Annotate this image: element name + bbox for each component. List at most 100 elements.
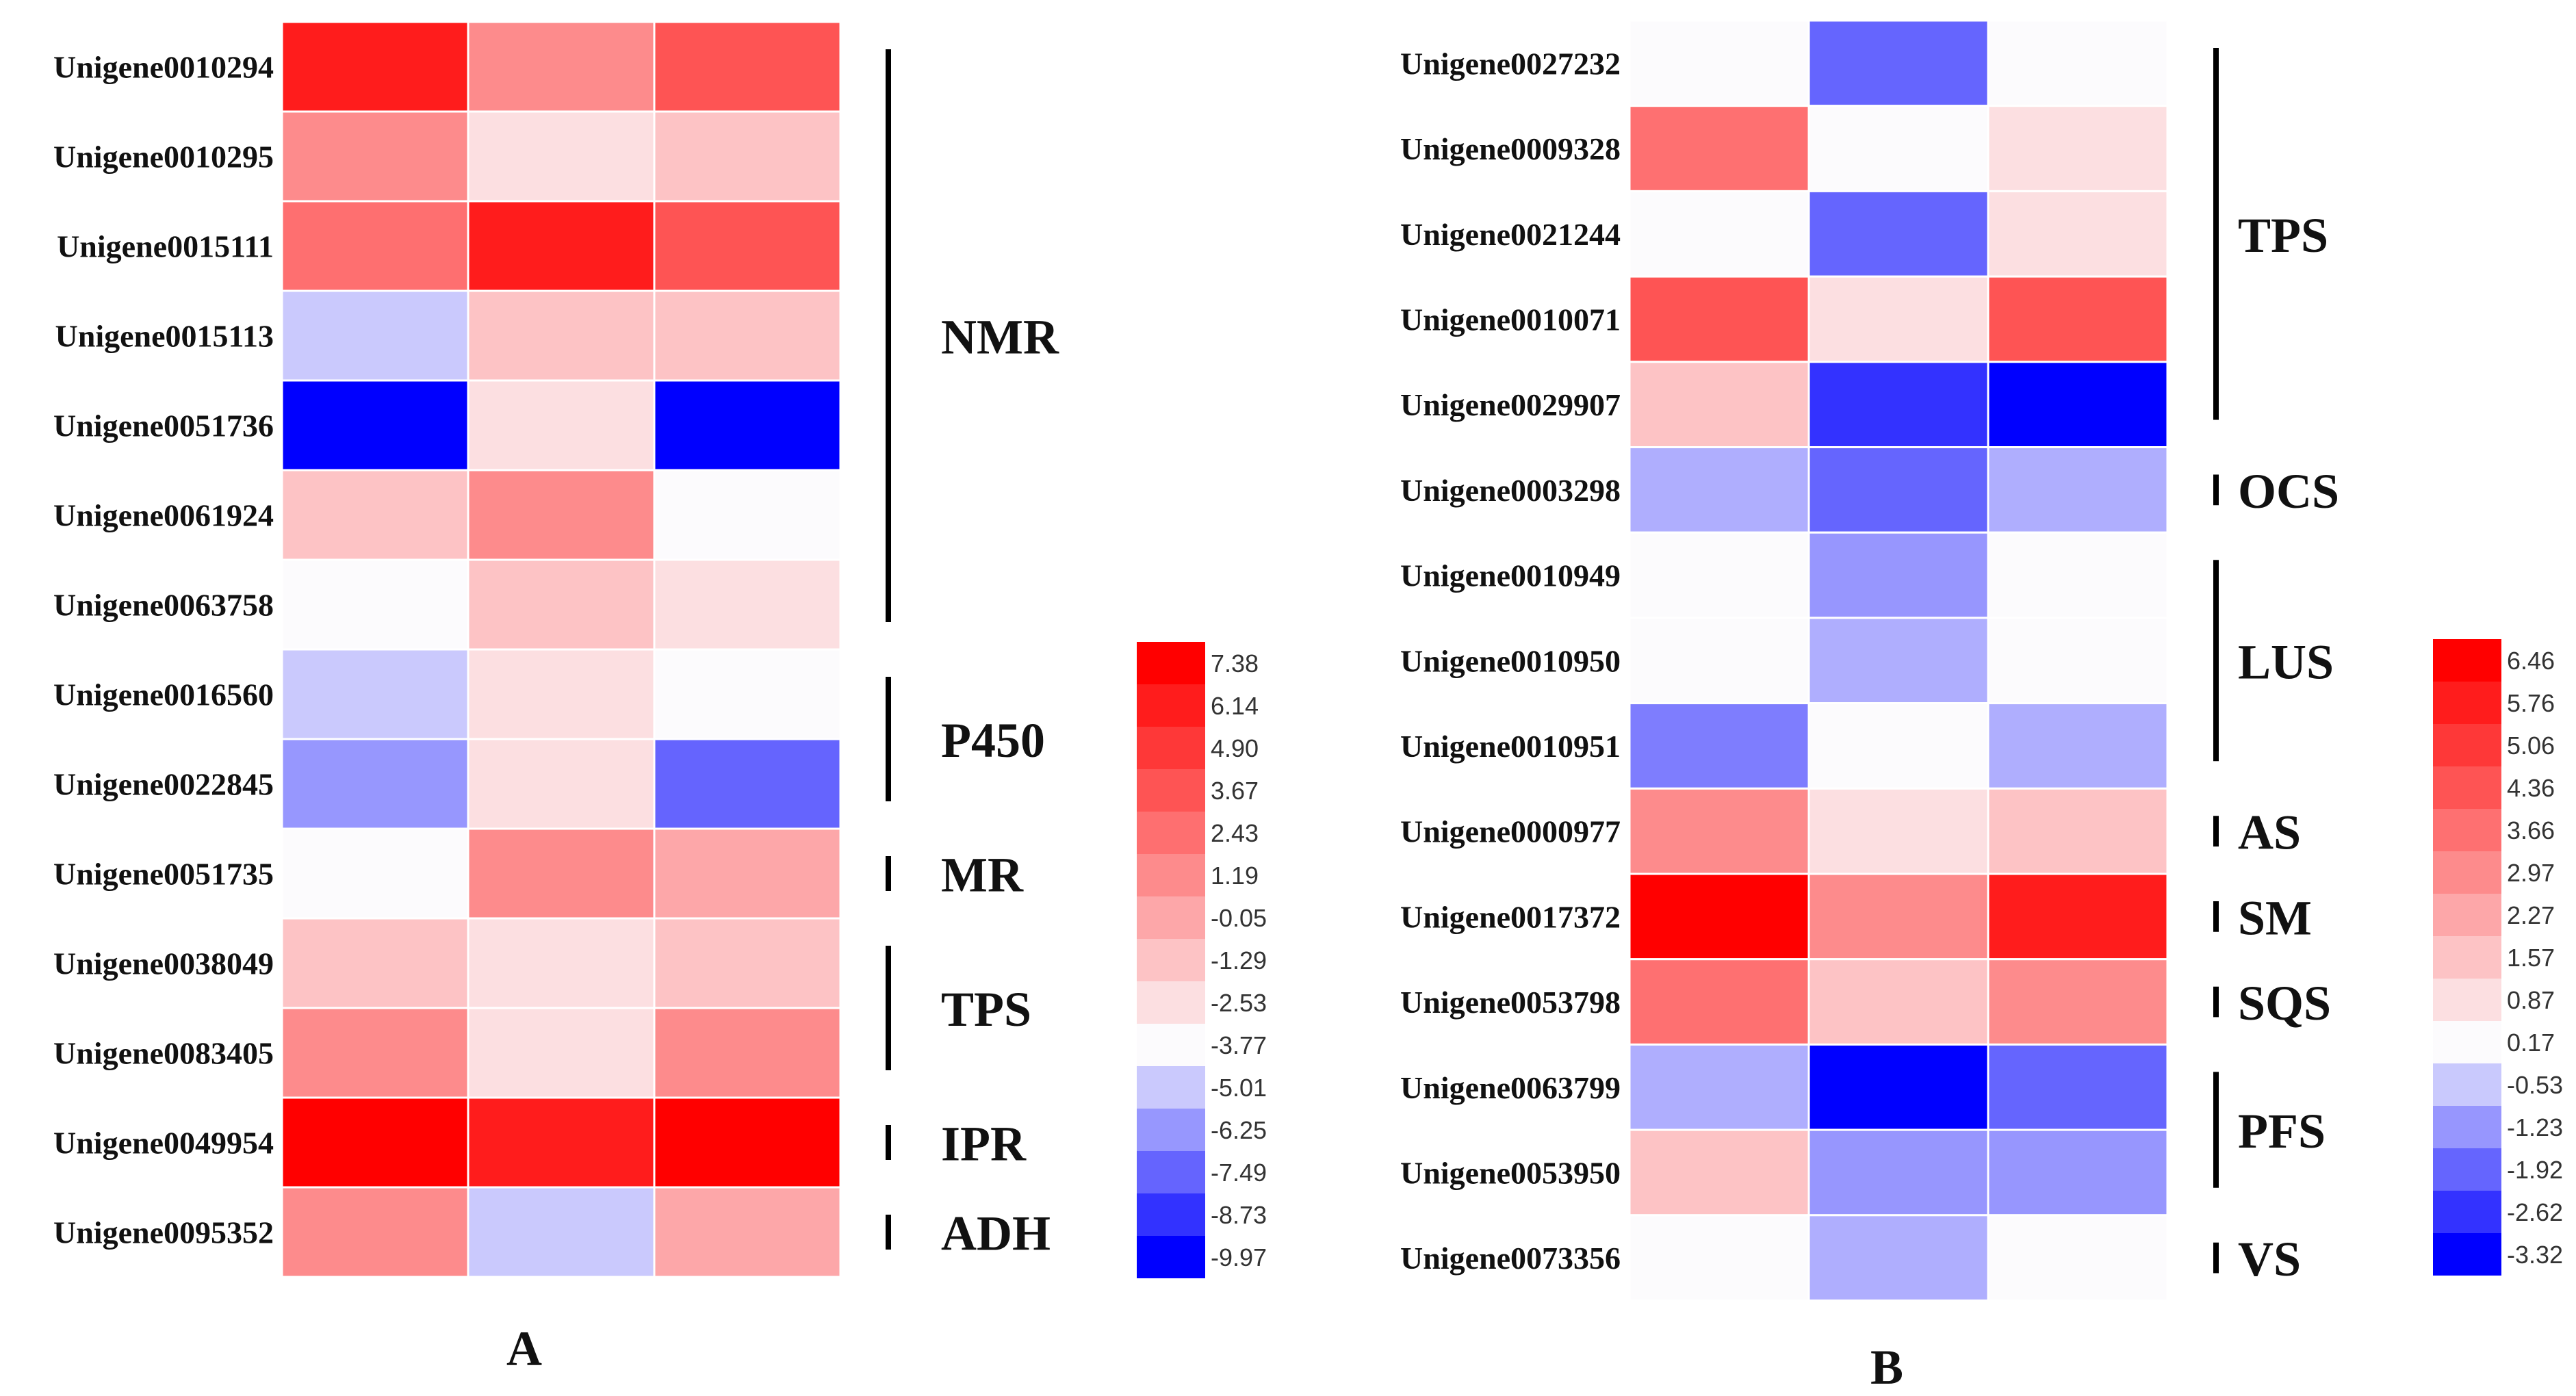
heatmap-cell-b-13-2 <box>1987 1128 2169 1217</box>
heatmap-cell-b-4-1 <box>1807 361 1989 448</box>
heatmap-cell-b-12-1 <box>1807 1043 1989 1131</box>
heatmap-cell-b-8-0 <box>1628 702 1810 790</box>
heatmap-cell-a-8-0 <box>281 738 469 830</box>
colorbar-swatch-a-10 <box>1137 1066 1205 1109</box>
heatmap-cell-a-9-0 <box>281 827 469 920</box>
group-label-b-3: AS <box>2238 805 2301 860</box>
heatmap-cell-b-7-1 <box>1807 617 1989 705</box>
colorbar-tick-a-13: -8.73 <box>1211 1201 1267 1229</box>
colorbar-tick-b-12: -1.92 <box>2507 1156 2563 1184</box>
heatmap-cell-b-10-0 <box>1628 872 1810 961</box>
colorbar-swatch-b-5 <box>2433 851 2501 894</box>
heatmap-cell-a-6-0 <box>281 558 469 651</box>
heatmap-cell-a-3-0 <box>281 289 469 382</box>
colorbar-tick-b-4: 3.66 <box>2507 816 2555 844</box>
heatmap-cell-b-5-0 <box>1628 446 1810 534</box>
heatmap-cell-a-9-2 <box>653 827 842 920</box>
heatmap-cell-b-8-1 <box>1807 702 1989 790</box>
heatmap-cell-b-3-1 <box>1807 275 1989 363</box>
colorbar-tick-a-9: -3.77 <box>1211 1031 1267 1059</box>
panel-label-a: A <box>506 1321 542 1376</box>
gene-label-a: Unigene0061924 <box>53 498 274 533</box>
heatmap-cell-a-11-2 <box>653 1007 842 1099</box>
colorbar-swatch-a-1 <box>1137 684 1205 727</box>
colorbar-swatch-a-9 <box>1137 1024 1205 1066</box>
heatmap-cell-a-3-1 <box>467 289 656 382</box>
heatmap-cell-b-6-1 <box>1807 531 1989 619</box>
gene-label-b: Unigene0010951 <box>1400 729 1621 764</box>
heatmap-cell-a-10-2 <box>653 917 842 1009</box>
heatmap-cell-b-9-1 <box>1807 787 1989 875</box>
gene-label-a: Unigene0015113 <box>55 319 274 354</box>
heatmap-cell-a-3-2 <box>653 289 842 382</box>
colorbar-swatch-b-6 <box>2433 894 2501 936</box>
heatmap-cell-b-14-1 <box>1807 1214 1989 1302</box>
colorbar-tick-a-1: 6.14 <box>1211 692 1259 720</box>
colorbar-swatch-a-3 <box>1137 769 1205 812</box>
panel-label-b: B <box>1870 1340 1903 1395</box>
group-label-a-4: IPR <box>941 1117 1027 1172</box>
heatmap-cell-a-4-2 <box>653 379 842 471</box>
colorbar-swatch-b-1 <box>2433 682 2501 724</box>
group-label-b-6: PFS <box>2238 1104 2326 1159</box>
gene-label-b: Unigene0029907 <box>1400 387 1621 422</box>
colorbar-swatch-b-9 <box>2433 1021 2501 1063</box>
gene-label-b: Unigene0010949 <box>1400 558 1621 593</box>
group-label-a-1: P450 <box>941 713 1045 768</box>
heatmap-cell-b-11-1 <box>1807 958 1989 1046</box>
heatmap-cell-a-7-0 <box>281 648 469 740</box>
heatmap-cell-b-3-0 <box>1628 275 1810 363</box>
heatmap-cell-b-6-2 <box>1987 531 2169 619</box>
colorbar-swatch-b-10 <box>2433 1063 2501 1106</box>
group-label-b-0: TPS <box>2238 208 2328 263</box>
gene-label-b: Unigene0021244 <box>1400 217 1621 252</box>
colorbar-tick-a-0: 7.38 <box>1211 649 1259 677</box>
heatmap-cell-a-2-2 <box>653 200 842 292</box>
colorbar-swatch-b-7 <box>2433 936 2501 979</box>
group-label-b-7: VS <box>2238 1232 2301 1287</box>
heatmap-cell-a-8-1 <box>467 738 656 830</box>
heatmap-cell-a-1-2 <box>653 110 842 203</box>
colorbar-tick-b-11: -1.23 <box>2507 1113 2563 1141</box>
heatmap-cell-a-0-2 <box>653 21 842 113</box>
colorbar-swatch-a-2 <box>1137 727 1205 769</box>
group-label-b-4: SM <box>2238 890 2312 945</box>
colorbar-swatch-a-6 <box>1137 896 1205 939</box>
heatmap-cell-b-7-0 <box>1628 617 1810 705</box>
gene-label-a: Unigene0083405 <box>53 1036 274 1071</box>
colorbar-tick-b-13: -2.62 <box>2507 1198 2563 1226</box>
group-label-a-3: TPS <box>941 982 1031 1037</box>
heatmap-cell-a-6-1 <box>467 558 656 651</box>
colorbar-swatch-a-7 <box>1137 939 1205 981</box>
heatmap-panel-a: Unigene0010294 Unigene0010295 Unigene00151… <box>53 21 1267 1376</box>
heatmap-cell-a-5-2 <box>653 469 842 561</box>
colorbar-tick-a-3: 3.67 <box>1211 777 1259 805</box>
colorbar-swatch-a-14 <box>1137 1236 1205 1278</box>
colorbar-swatch-b-4 <box>2433 809 2501 851</box>
heatmap-cell-a-12-2 <box>653 1096 842 1189</box>
colorbar-swatch-b-8 <box>2433 979 2501 1021</box>
colorbar-tick-b-2: 5.06 <box>2507 732 2555 760</box>
colorbar-tick-b-10: -0.53 <box>2507 1071 2563 1099</box>
heatmap-cell-b-2-2 <box>1987 190 2169 278</box>
colorbar-tick-a-5: 1.19 <box>1211 862 1259 890</box>
gene-label-a: Unigene0015111 <box>57 229 274 264</box>
heatmap-cell-a-12-1 <box>467 1096 656 1189</box>
colorbar-swatch-a-12 <box>1137 1151 1205 1193</box>
colorbar-swatch-a-4 <box>1137 812 1205 854</box>
heatmap-cell-b-5-1 <box>1807 446 1989 534</box>
colorbar-tick-b-6: 2.27 <box>2507 901 2555 929</box>
heatmap-cell-b-12-2 <box>1987 1043 2169 1131</box>
gene-label-b: Unigene0003298 <box>1400 473 1621 508</box>
heatmap-cell-b-10-2 <box>1987 872 2169 961</box>
heatmap-cell-b-10-1 <box>1807 872 1989 961</box>
heatmap-cell-a-11-0 <box>281 1007 469 1099</box>
colorbar-swatch-b-13 <box>2433 1191 2501 1233</box>
heatmap-cell-b-12-0 <box>1628 1043 1810 1131</box>
colorbar-swatch-a-0 <box>1137 642 1205 684</box>
colorbar-tick-b-7: 1.57 <box>2507 944 2555 972</box>
heatmap-cell-b-0-0 <box>1628 19 1810 107</box>
colorbar-tick-a-10: -5.01 <box>1211 1074 1267 1102</box>
heatmap-cell-b-14-0 <box>1628 1214 1810 1302</box>
heatmap-cell-a-8-2 <box>653 738 842 830</box>
